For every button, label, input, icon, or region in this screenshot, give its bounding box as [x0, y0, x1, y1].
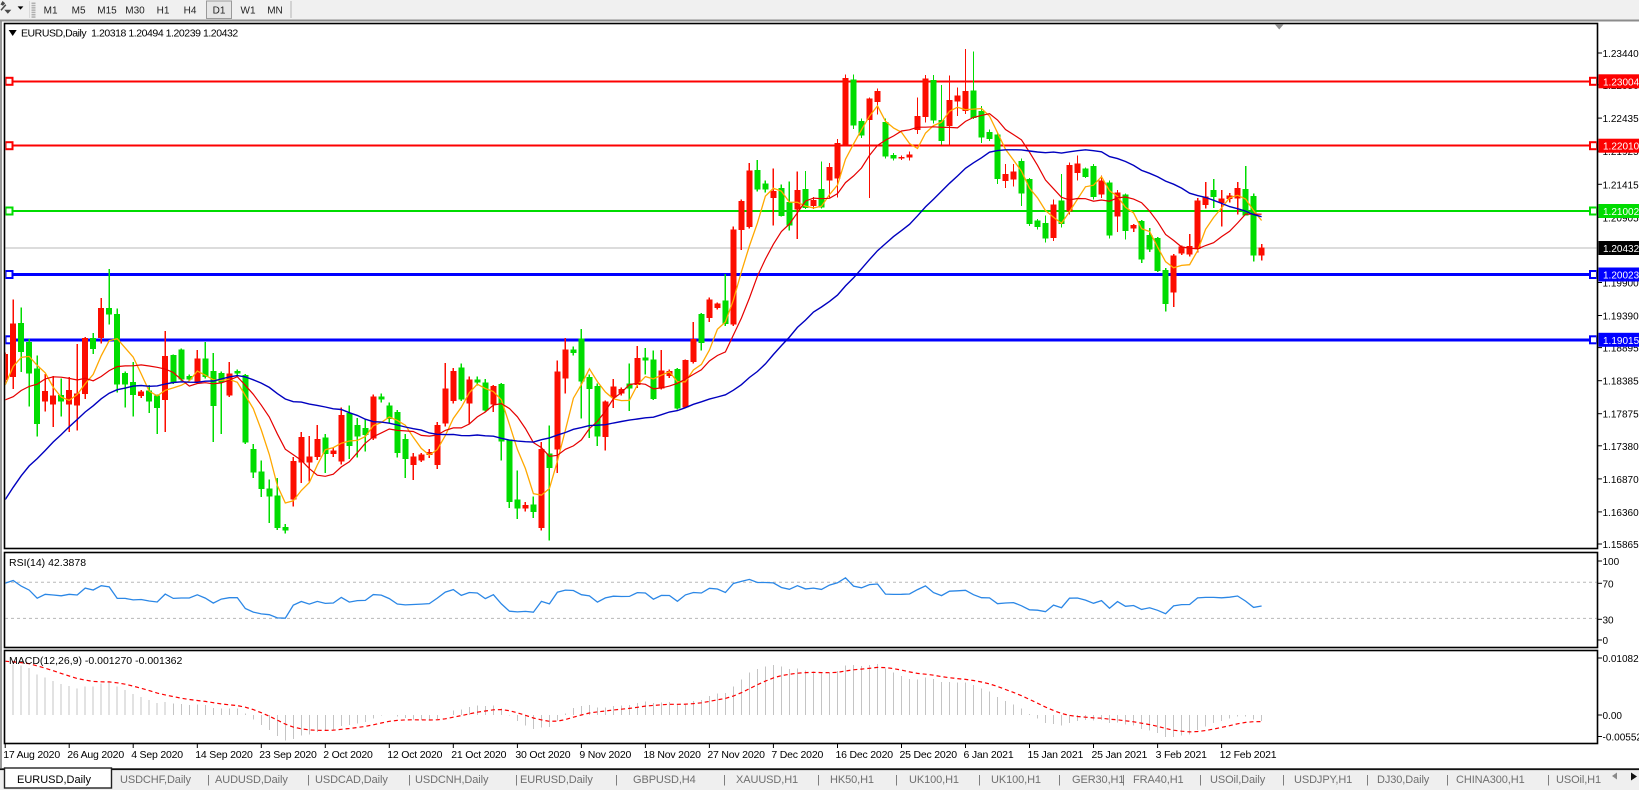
svg-text:USDCNH,Daily: USDCNH,Daily: [415, 774, 489, 786]
svg-text:CHINA300,H1: CHINA300,H1: [1456, 774, 1525, 786]
svg-text:1.17380: 1.17380: [1603, 442, 1639, 453]
svg-text:HK50,H1: HK50,H1: [830, 774, 874, 786]
svg-text:23 Sep 2020: 23 Sep 2020: [259, 749, 317, 761]
svg-text:26 Aug 2020: 26 Aug 2020: [67, 749, 124, 761]
svg-text:|: |: [978, 774, 981, 786]
svg-text:1.20023: 1.20023: [1603, 271, 1639, 282]
svg-text:M30: M30: [125, 6, 145, 17]
svg-text:H1: H1: [157, 6, 170, 17]
svg-text:15 Jan 2021: 15 Jan 2021: [1028, 749, 1084, 761]
svg-text:1.21002: 1.21002: [1603, 207, 1639, 218]
svg-text:3 Feb 2021: 3 Feb 2021: [1156, 749, 1207, 761]
svg-text:FRA40,H1: FRA40,H1: [1133, 774, 1184, 786]
svg-text:DJ30,Daily: DJ30,Daily: [1377, 774, 1430, 786]
svg-text:W1: W1: [241, 6, 256, 17]
svg-text:|: |: [615, 774, 618, 786]
svg-text:D1: D1: [213, 6, 226, 17]
svg-text:1.21415: 1.21415: [1603, 180, 1639, 191]
svg-text:1.22010: 1.22010: [1603, 142, 1639, 153]
svg-text:21 Oct 2020: 21 Oct 2020: [451, 749, 506, 761]
svg-text:H4: H4: [184, 6, 197, 17]
svg-text:M15: M15: [97, 6, 117, 17]
svg-text:1.20432: 1.20432: [1603, 244, 1639, 255]
svg-text:27 Nov 2020: 27 Nov 2020: [707, 749, 765, 761]
svg-text:1.22435: 1.22435: [1603, 114, 1639, 125]
svg-text:XAUUSD,H1: XAUUSD,H1: [736, 774, 798, 786]
svg-text:1.23440: 1.23440: [1603, 49, 1639, 60]
svg-text:|: |: [1122, 774, 1125, 786]
svg-text:RSI(14) 42.3878: RSI(14) 42.3878: [9, 557, 86, 569]
svg-text:1.15865: 1.15865: [1603, 540, 1639, 551]
svg-text:100: 100: [1603, 557, 1620, 568]
svg-text:M5: M5: [72, 6, 86, 17]
svg-text:UK100,H1: UK100,H1: [991, 774, 1041, 786]
svg-text:1.17875: 1.17875: [1603, 410, 1639, 421]
svg-text:14 Sep 2020: 14 Sep 2020: [195, 749, 253, 761]
svg-text:18 Nov 2020: 18 Nov 2020: [643, 749, 701, 761]
svg-text:0.010828: 0.010828: [1603, 654, 1639, 665]
svg-text:1.16360: 1.16360: [1603, 508, 1639, 519]
svg-text:|: |: [895, 774, 898, 786]
svg-text:MN: MN: [267, 6, 283, 17]
svg-text:2 Oct 2020: 2 Oct 2020: [323, 749, 373, 761]
svg-text:USDCAD,Daily: USDCAD,Daily: [315, 774, 388, 786]
svg-text:30 Oct 2020: 30 Oct 2020: [515, 749, 570, 761]
svg-text:|: |: [817, 774, 820, 786]
svg-text:25 Dec 2020: 25 Dec 2020: [900, 749, 958, 761]
svg-text:EURUSD,Daily: EURUSD,Daily: [17, 774, 91, 786]
svg-text:|: |: [207, 774, 210, 786]
svg-text:|: |: [1199, 774, 1202, 786]
svg-text:-0.005522: -0.005522: [1603, 733, 1639, 744]
svg-text:12 Feb 2021: 12 Feb 2021: [1220, 749, 1277, 761]
svg-text:|: |: [1547, 774, 1550, 786]
svg-text:1.19390: 1.19390: [1603, 312, 1639, 323]
svg-text:|: |: [1366, 774, 1369, 786]
svg-text:17 Aug 2020: 17 Aug 2020: [3, 749, 60, 761]
svg-text:0.00: 0.00: [1603, 711, 1623, 722]
svg-text:|: |: [1446, 774, 1449, 786]
svg-text:AUDUSD,Daily: AUDUSD,Daily: [215, 774, 288, 786]
svg-text:GBPUSD,H4: GBPUSD,H4: [633, 774, 696, 786]
svg-text:GER30,H1: GER30,H1: [1072, 774, 1124, 786]
svg-text:70: 70: [1603, 579, 1615, 590]
svg-text:7 Dec 2020: 7 Dec 2020: [771, 749, 823, 761]
svg-text:USDCHF,Daily: USDCHF,Daily: [120, 774, 192, 786]
svg-text:|: |: [1282, 774, 1285, 786]
svg-text:1.18385: 1.18385: [1603, 377, 1639, 388]
svg-text:USOil,H1: USOil,H1: [1556, 774, 1601, 786]
svg-text:6 Jan 2021: 6 Jan 2021: [964, 749, 1014, 761]
svg-text:25 Jan 2021: 25 Jan 2021: [1092, 749, 1148, 761]
svg-text:USDJPY,H1: USDJPY,H1: [1294, 774, 1352, 786]
svg-text:|: |: [307, 774, 310, 786]
svg-text:EURUSD,Daily: EURUSD,Daily: [520, 774, 593, 786]
svg-text:1.16870: 1.16870: [1603, 475, 1639, 486]
svg-text:MACD(12,26,9) -0.001270 -0.001: MACD(12,26,9) -0.001270 -0.001362: [9, 655, 183, 667]
svg-text:EURUSD,Daily 1.20318 1.20494: EURUSD,Daily 1.20318 1.20494 1.20239 1.2…: [21, 28, 238, 40]
svg-text:1.19015: 1.19015: [1603, 336, 1639, 347]
svg-text:|: |: [408, 774, 411, 786]
svg-text:|: |: [1058, 774, 1061, 786]
svg-text:0: 0: [1603, 636, 1609, 647]
svg-text:30: 30: [1603, 615, 1615, 626]
svg-text:|: |: [515, 774, 518, 786]
svg-text:4 Sep 2020: 4 Sep 2020: [131, 749, 183, 761]
svg-text:UK100,H1: UK100,H1: [909, 774, 959, 786]
svg-text:12 Oct 2020: 12 Oct 2020: [387, 749, 442, 761]
svg-text:M1: M1: [44, 6, 58, 17]
svg-text:1.23004: 1.23004: [1603, 77, 1639, 88]
svg-text:USOil,Daily: USOil,Daily: [1210, 774, 1266, 786]
svg-text:|: |: [723, 774, 726, 786]
svg-text:9 Nov 2020: 9 Nov 2020: [579, 749, 631, 761]
svg-text:16 Dec 2020: 16 Dec 2020: [836, 749, 894, 761]
